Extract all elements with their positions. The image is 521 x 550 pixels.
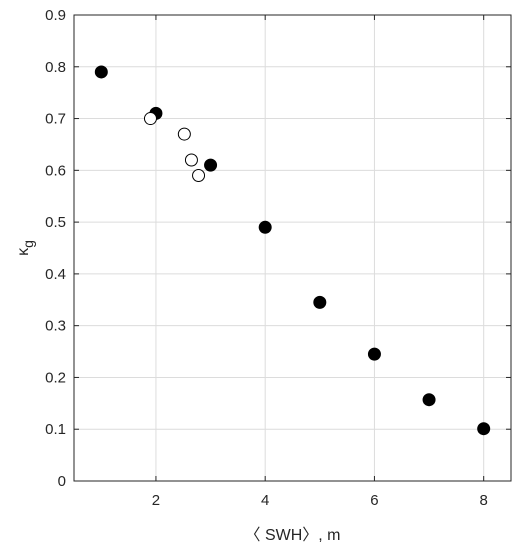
y-tick-label: 0.7 (45, 111, 66, 128)
plot-area-frame (73, 14, 512, 482)
x-axis-title: 〈 SWH〉, m (245, 527, 341, 544)
data-point-filled (258, 220, 272, 234)
data-point-filled (477, 422, 491, 436)
data-point-open (143, 112, 157, 126)
data-point-filled (313, 295, 327, 309)
data-point-open (192, 169, 206, 183)
grid-lines (74, 14, 511, 482)
y-tick-label: 0.2 (45, 369, 66, 386)
y-axis-title: κg (15, 240, 36, 256)
y-tick-label: 0.8 (45, 59, 66, 76)
y-tick-labels: 0 0.1 0.2 0.3 0.4 0.5 0.6 0.7 0.8 0.9 (45, 7, 66, 490)
data-point-filled (204, 158, 218, 172)
x-tick-label: 4 (261, 492, 269, 509)
tick-marks (74, 14, 511, 482)
y-tick-label: 0.4 (45, 266, 66, 283)
x-tick-label: 6 (370, 492, 378, 509)
y-tick-label: 0.3 (45, 318, 66, 335)
y-tick-label: 0.1 (45, 421, 66, 438)
y-tick-label: 0.9 (45, 7, 66, 24)
data-point-open (184, 153, 198, 167)
data-point-filled (367, 347, 381, 361)
x-tick-labels: 2 4 6 8 (152, 492, 488, 509)
y-axis-title-symbol: κ (15, 247, 32, 256)
x-tick-label: 2 (152, 492, 160, 509)
y-tick-label: 0.6 (45, 162, 66, 179)
y-tick-label: 0 (58, 473, 66, 490)
data-points (94, 65, 491, 436)
y-axis-title-subscript: g (20, 240, 36, 248)
y-tick-label: 0.5 (45, 214, 66, 231)
data-point-filled (94, 65, 108, 79)
x-tick-label: 8 (480, 492, 488, 509)
data-point-open (177, 127, 191, 141)
data-point-filled (422, 393, 436, 407)
